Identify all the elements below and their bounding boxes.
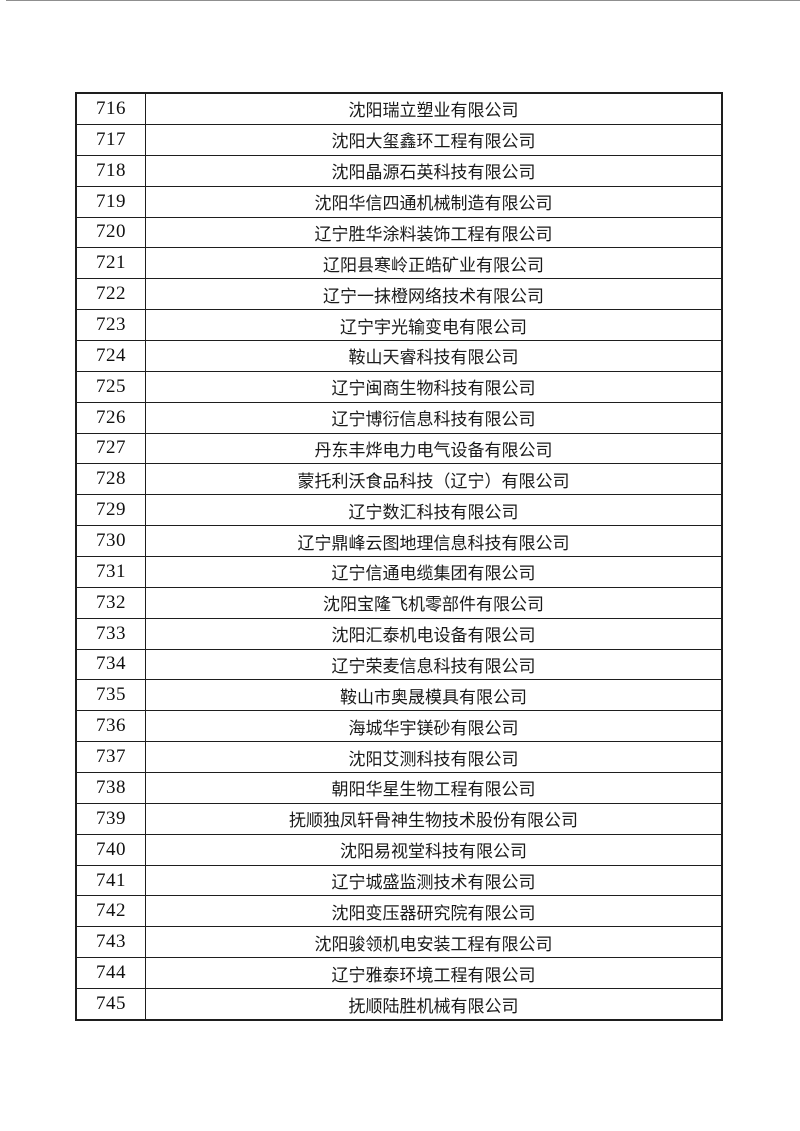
company-name: 辽阳县寒岭正皓矿业有限公司: [145, 247, 723, 280]
table-row: 745 抚顺陆胜机械有限公司: [75, 988, 723, 1021]
company-name: 辽宁数汇科技有限公司: [145, 494, 723, 527]
table-row: 724 鞍山天睿科技有限公司: [75, 339, 723, 372]
row-number: 731: [75, 555, 146, 588]
table-row: 738 朝阳华星生物工程有限公司: [75, 772, 723, 804]
row-number: 717: [75, 123, 146, 156]
table-row: 731 辽宁信通电缆集团有限公司: [75, 555, 723, 588]
company-name: 抚顺陆胜机械有限公司: [145, 988, 723, 1021]
company-name: 辽宁鼎峰云图地理信息科技有限公司: [145, 525, 723, 557]
company-name: 沈阳瑞立塑业有限公司: [145, 92, 723, 125]
row-number: 740: [75, 833, 146, 866]
row-number: 728: [75, 463, 146, 496]
company-name: 海城华宇镁砂有限公司: [145, 710, 723, 743]
company-name: 沈阳汇泰机电设备有限公司: [145, 617, 723, 650]
company-name: 辽宁雅泰环境工程有限公司: [145, 957, 723, 990]
row-number: 733: [75, 617, 146, 650]
company-name: 沈阳宝隆飞机零部件有限公司: [145, 586, 723, 619]
row-number: 726: [75, 401, 146, 434]
row-number: 723: [75, 309, 146, 341]
table-row: 739 抚顺独凤轩骨神生物技术股份有限公司: [75, 802, 723, 835]
row-number: 745: [75, 988, 146, 1021]
company-name: 蒙托利沃食品科技（辽宁）有限公司: [145, 463, 723, 496]
row-number: 743: [75, 926, 146, 959]
table-row: 720 辽宁胜华涂料装饰工程有限公司: [75, 216, 723, 249]
company-name: 辽宁博衍信息科技有限公司: [145, 401, 723, 434]
row-number: 724: [75, 339, 146, 372]
company-name: 辽宁宇光输变电有限公司: [145, 309, 723, 341]
table-row: 721 辽阳县寒岭正皓矿业有限公司: [75, 247, 723, 280]
row-number: 730: [75, 525, 146, 557]
row-number: 722: [75, 278, 146, 311]
row-number: 737: [75, 741, 146, 773]
company-name: 朝阳华星生物工程有限公司: [145, 772, 723, 804]
row-number: 732: [75, 586, 146, 619]
company-name: 沈阳变压器研究院有限公司: [145, 895, 723, 928]
row-number: 736: [75, 710, 146, 743]
row-number: 719: [75, 185, 146, 218]
company-name: 沈阳大玺鑫环工程有限公司: [145, 123, 723, 156]
table-row: 733 沈阳汇泰机电设备有限公司: [75, 617, 723, 650]
company-name: 辽宁一抹橙网络技术有限公司: [145, 278, 723, 311]
table-row: 725 辽宁闽商生物科技有限公司: [75, 370, 723, 403]
table-row: 732 沈阳宝隆飞机零部件有限公司: [75, 586, 723, 619]
table-row: 735 鞍山市奥晟模具有限公司: [75, 679, 723, 712]
table-row: 730 辽宁鼎峰云图地理信息科技有限公司: [75, 525, 723, 557]
table-row: 740 沈阳易视堂科技有限公司: [75, 833, 723, 866]
company-name: 鞍山天睿科技有限公司: [145, 339, 723, 372]
row-number: 739: [75, 802, 146, 835]
company-name: 沈阳骏领机电安装工程有限公司: [145, 926, 723, 959]
page-top-edge: [6, 0, 800, 1]
company-name: 辽宁信通电缆集团有限公司: [145, 555, 723, 588]
company-name: 沈阳易视堂科技有限公司: [145, 833, 723, 866]
table-row: 737 沈阳艾测科技有限公司: [75, 741, 723, 773]
company-name: 丹东丰烨电力电气设备有限公司: [145, 432, 723, 465]
table-row: 734 辽宁荣麦信息科技有限公司: [75, 648, 723, 681]
row-number: 729: [75, 494, 146, 527]
row-number: 742: [75, 895, 146, 928]
table-row: 729 辽宁数汇科技有限公司: [75, 494, 723, 527]
row-number: 716: [75, 92, 146, 125]
company-name: 抚顺独凤轩骨神生物技术股份有限公司: [145, 802, 723, 835]
table-row: 742 沈阳变压器研究院有限公司: [75, 895, 723, 928]
company-name: 鞍山市奥晟模具有限公司: [145, 679, 723, 712]
row-number: 720: [75, 216, 146, 249]
company-table-body: 716 沈阳瑞立塑业有限公司 717 沈阳大玺鑫环工程有限公司 718 沈阳晶源石英科技有…: [75, 92, 723, 1021]
company-name: 沈阳艾测科技有限公司: [145, 741, 723, 773]
table-row: 741 辽宁城盛监测技术有限公司: [75, 864, 723, 897]
table-row: 727 丹东丰烨电力电气设备有限公司: [75, 432, 723, 465]
company-list-table: 716 沈阳瑞立塑业有限公司 717 沈阳大玺鑫环工程有限公司 718 沈阳晶源石英科技有…: [75, 92, 723, 1021]
table-row: 717 沈阳大玺鑫环工程有限公司: [75, 123, 723, 156]
row-number: 735: [75, 679, 146, 712]
table-row: 726 辽宁博衍信息科技有限公司: [75, 401, 723, 434]
company-name: 辽宁闽商生物科技有限公司: [145, 370, 723, 403]
company-name: 沈阳华信四通机械制造有限公司: [145, 185, 723, 218]
company-name: 辽宁荣麦信息科技有限公司: [145, 648, 723, 681]
table-row: 718 沈阳晶源石英科技有限公司: [75, 154, 723, 187]
row-number: 725: [75, 370, 146, 403]
row-number: 738: [75, 772, 146, 804]
table-row: 719 沈阳华信四通机械制造有限公司: [75, 185, 723, 218]
row-number: 744: [75, 957, 146, 990]
company-name: 辽宁城盛监测技术有限公司: [145, 864, 723, 897]
row-number: 721: [75, 247, 146, 280]
row-number: 734: [75, 648, 146, 681]
table-row: 736 海城华宇镁砂有限公司: [75, 710, 723, 743]
table-row: 722 辽宁一抹橙网络技术有限公司: [75, 278, 723, 311]
table-row: 744 辽宁雅泰环境工程有限公司: [75, 957, 723, 990]
table-row: 743 沈阳骏领机电安装工程有限公司: [75, 926, 723, 959]
company-name: 沈阳晶源石英科技有限公司: [145, 154, 723, 187]
row-number: 727: [75, 432, 146, 465]
table-row: 723 辽宁宇光输变电有限公司: [75, 309, 723, 341]
company-name: 辽宁胜华涂料装饰工程有限公司: [145, 216, 723, 249]
table-row: 728 蒙托利沃食品科技（辽宁）有限公司: [75, 463, 723, 496]
row-number: 718: [75, 154, 146, 187]
row-number: 741: [75, 864, 146, 897]
table-row: 716 沈阳瑞立塑业有限公司: [75, 92, 723, 125]
